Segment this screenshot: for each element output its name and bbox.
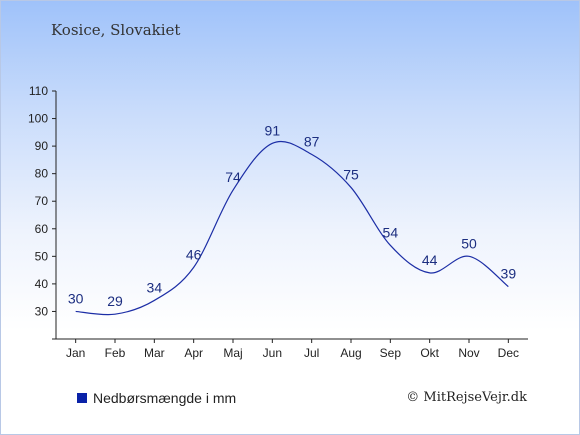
x-tick-label: Jun [263, 346, 282, 360]
x-tick-label: Okt [420, 346, 439, 360]
data-label: 54 [383, 224, 399, 240]
x-tick-label: Dec [498, 346, 519, 360]
y-tick-label: 110 [29, 84, 48, 98]
data-label: 29 [107, 293, 123, 309]
legend-swatch [77, 393, 87, 403]
x-tick-label: Maj [223, 346, 242, 360]
legend-label: Nedbørsmængde i mm [93, 390, 237, 406]
y-tick-label: 90 [35, 139, 49, 153]
location-title: Kosice, Slovakiet [51, 21, 181, 39]
data-label: 87 [304, 133, 320, 149]
x-tick-label: Jan [66, 346, 85, 360]
data-label: 39 [501, 266, 517, 282]
x-tick-label: Jul [304, 346, 319, 360]
data-label: 74 [225, 169, 241, 185]
x-tick-label: Nov [458, 346, 479, 360]
x-tick-label: Mar [144, 346, 165, 360]
y-tick-label: 100 [28, 112, 48, 126]
precipitation-line [75, 140, 509, 316]
data-label: 30 [68, 290, 84, 306]
x-tick-label: Sep [380, 346, 402, 360]
data-label: 91 [265, 122, 281, 138]
y-tick-label: 70 [35, 194, 49, 208]
x-tick-label: Apr [184, 346, 203, 360]
x-tick-label: Feb [105, 346, 126, 360]
y-tick-label: 50 [35, 249, 49, 263]
y-tick-label: 80 [35, 167, 49, 181]
data-label: 75 [343, 166, 359, 182]
legend: Nedbørsmængde i mm [77, 390, 236, 406]
copyright-credit: © MitRejseVejr.dk [406, 390, 527, 405]
data-label: 44 [422, 252, 438, 268]
data-label: 50 [461, 235, 477, 251]
x-tick-label: Aug [340, 346, 361, 360]
y-tick-label: 30 [35, 304, 49, 318]
y-tick-label: 40 [35, 277, 49, 291]
y-tick-label: 60 [35, 222, 49, 236]
data-label: 46 [186, 246, 202, 262]
data-label: 34 [147, 279, 163, 295]
